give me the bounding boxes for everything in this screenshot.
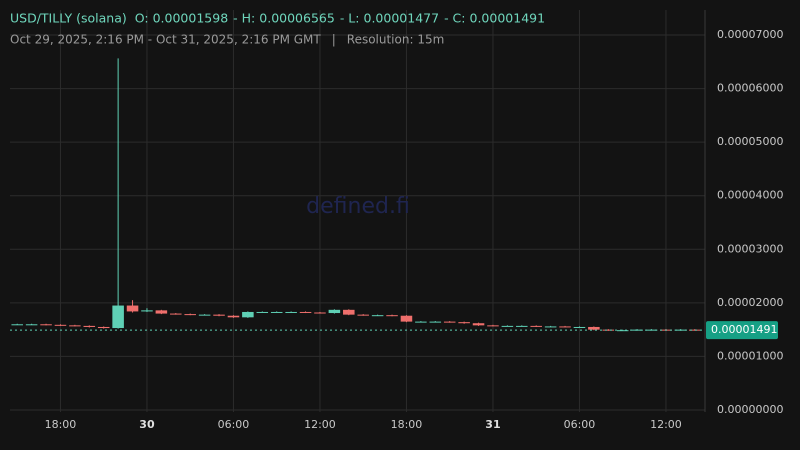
last-price-label: 0.00001491 — [711, 323, 777, 336]
candle-body — [227, 315, 240, 318]
candle-body — [516, 325, 528, 327]
candle-body — [242, 311, 254, 318]
candle-body — [689, 329, 701, 331]
candle-body — [530, 325, 542, 327]
x-tick-label: 12:00 — [304, 418, 336, 431]
x-tick-label: 18:00 — [391, 418, 423, 431]
candle-body — [155, 310, 168, 314]
ohlc-value: 0.00001491 — [470, 11, 546, 26]
candle-body — [112, 305, 124, 329]
symbol: USD/TILLY (solana) — [10, 11, 127, 26]
ohlc-label: - L: — [340, 11, 360, 26]
x-tick-label: 12:00 — [650, 418, 682, 431]
candle-body — [184, 314, 196, 316]
candle-body — [429, 321, 442, 323]
ohlc-value: 0.00006565 — [259, 11, 335, 26]
candle-body — [472, 323, 485, 326]
candle-body — [256, 311, 269, 313]
candle-body — [285, 311, 297, 313]
y-tick-label: 0.00001000 — [717, 349, 783, 362]
candle-body — [400, 315, 413, 322]
y-tick-label: 0.00000000 — [717, 403, 783, 416]
candle-body — [616, 330, 629, 332]
x-tick-label: 31 — [485, 418, 500, 431]
candle-body — [54, 324, 67, 326]
candle-body — [314, 312, 326, 314]
y-tick-label: 0.00007000 — [717, 28, 783, 41]
candle-body — [97, 326, 110, 329]
candle-body — [544, 326, 557, 328]
x-tick-label: 06:00 — [564, 418, 596, 431]
date-range: Oct 29, 2025, 2:16 PM - Oct 31, 2025, 2:… — [10, 33, 321, 47]
ohlc-label: - H: — [233, 11, 255, 26]
candle-body — [559, 326, 571, 328]
candle-body — [371, 315, 384, 317]
candle-body — [40, 324, 52, 326]
candle-body — [501, 325, 514, 327]
ohlc-value: 0.00001477 — [364, 11, 440, 26]
candle-body — [458, 322, 470, 324]
candle-body — [631, 329, 643, 331]
candle-body — [328, 309, 341, 314]
y-tick-label: 0.00004000 — [717, 189, 783, 202]
y-tick-label: 0.00005000 — [717, 135, 783, 148]
candle-body — [343, 309, 355, 315]
candle-body — [126, 305, 139, 312]
candle-body — [487, 325, 499, 327]
candle-body — [573, 326, 586, 328]
candle-body — [443, 321, 456, 323]
ohlc-label: - C: — [444, 11, 465, 26]
ohlc-label: O: — [135, 11, 149, 26]
watermark: defined.fi — [306, 194, 410, 219]
candle-body — [198, 314, 211, 316]
candle-body — [602, 329, 615, 331]
resolution: Resolution: 15m — [347, 33, 445, 47]
x-tick-label: 18:00 — [45, 418, 77, 431]
candle-body — [386, 315, 398, 317]
separator: | — [332, 33, 336, 47]
candle-body — [69, 325, 81, 327]
candle-body — [213, 314, 225, 316]
candle-body — [299, 311, 312, 313]
candle-body — [170, 313, 182, 315]
candle-body — [11, 324, 23, 326]
candle-body — [415, 321, 427, 323]
candle-body — [270, 311, 283, 313]
last-price-tag — [706, 321, 778, 340]
x-tick-label: 06:00 — [218, 418, 250, 431]
x-tick-label: 30 — [139, 418, 155, 431]
candle-body — [25, 324, 38, 326]
y-tick-label: 0.00006000 — [717, 82, 783, 95]
y-tick-label: 0.00002000 — [717, 296, 783, 309]
candle-body — [141, 310, 153, 312]
candle-body — [83, 325, 96, 327]
candle-body — [588, 326, 600, 330]
ohlc-value: 0.00001598 — [153, 11, 229, 26]
y-tick-label: 0.00003000 — [717, 242, 783, 255]
candle-body — [357, 314, 369, 316]
